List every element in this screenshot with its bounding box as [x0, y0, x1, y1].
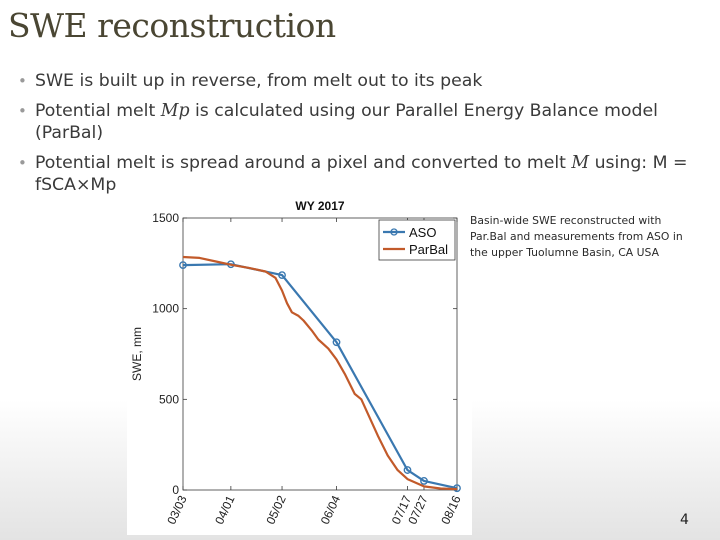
slide-title: SWE reconstruction [8, 6, 336, 45]
legend-marker-aso [390, 228, 398, 236]
x-tick-label: 06/04 [318, 493, 344, 526]
bullet-list: SWE is built up in reverse, from melt ou… [18, 70, 708, 204]
data-point-aso [403, 466, 412, 474]
bullet-text: SWE is built up in reverse, from melt ou… [35, 71, 483, 91]
bullet-item-3: Potential melt is spread around a pixel … [18, 152, 708, 196]
legend-box [378, 219, 456, 261]
figure-caption: Basin-wide SWE reconstructed with Par.Ba… [470, 214, 683, 259]
legend-label-aso: ASO [409, 225, 436, 240]
y-axis-label: SWE, mm [130, 327, 144, 381]
data-point-aso [420, 477, 428, 485]
x-tick-label: 05/02 [263, 493, 289, 526]
bullet-text: using: M = fSCA×Mp [35, 153, 688, 195]
data-point-aso [332, 338, 341, 347]
series-line-parbal [182, 255, 458, 491]
x-tick-label: 08/16 [438, 493, 464, 526]
swe-line-chart: WY 2017 0 500 1000 1500 SWE, mm 03/03 04/01 05/0… [130, 199, 464, 526]
legend-label-parbal: ParBal [409, 242, 448, 257]
math-symbol: M [571, 153, 590, 173]
y-tick-label: 500 [159, 392, 179, 406]
chart-figure: WY 2017 0 500 1000 1500 SWE, mm 03/03 04/01 05/0… [127, 194, 472, 535]
bullet-text: Potential melt is spread around a pixel … [35, 153, 572, 173]
data-point-aso [278, 271, 286, 280]
y-tick-label: 1500 [152, 211, 179, 225]
page-number: 4 [680, 512, 689, 528]
bullet-text: Potential melt [35, 101, 161, 121]
data-point-aso [179, 261, 187, 270]
y-tick-label: 0 [172, 483, 179, 497]
x-tick-label: 04/01 [212, 493, 238, 526]
bullet-item-2: Potential melt Mp is calculated using ou… [18, 100, 708, 144]
chart-title: WY 2017 [295, 199, 344, 213]
x-tick-label: 03/03 [164, 493, 190, 526]
math-symbol: Mp [160, 101, 190, 121]
y-tick-label: 1000 [152, 302, 179, 316]
bullet-text: is calculated using our Parallel Energy … [35, 101, 658, 143]
bullet-item-1: SWE is built up in reverse, from melt ou… [18, 70, 708, 92]
